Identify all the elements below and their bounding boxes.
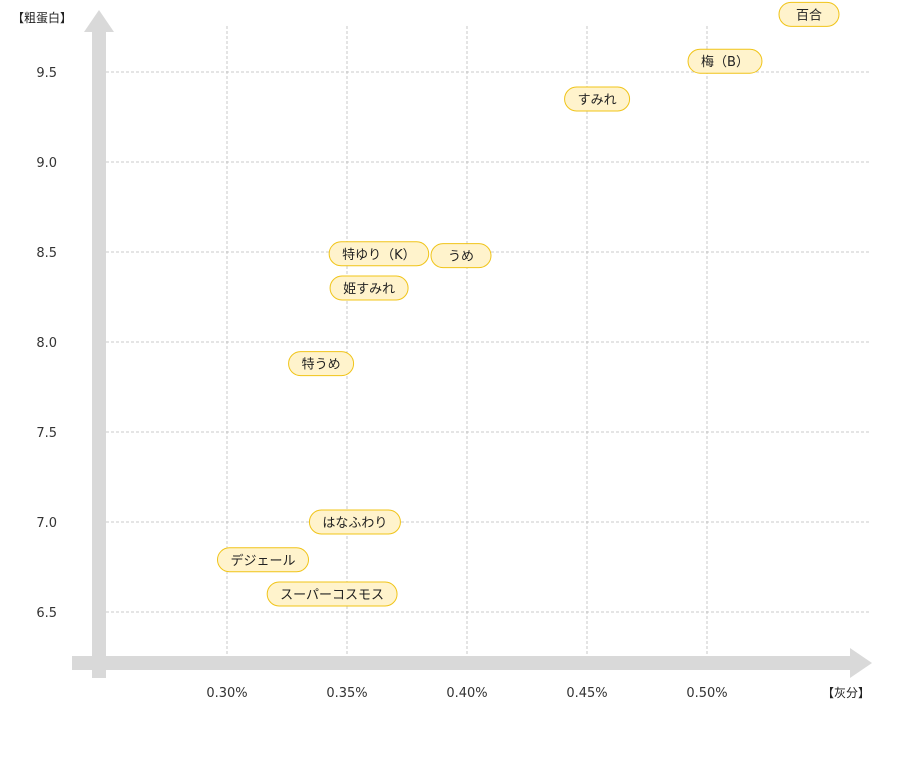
axes bbox=[72, 10, 872, 678]
data-point-pill bbox=[687, 48, 763, 74]
x-tick-label: 0.40% bbox=[446, 686, 487, 701]
y-tick-label: 6.5 bbox=[36, 606, 57, 621]
data-point: はなふわり bbox=[308, 509, 401, 535]
x-axis-title: 【灰分】 bbox=[822, 686, 870, 700]
y-tick-label: 8.0 bbox=[36, 336, 57, 351]
data-point: うめ bbox=[430, 243, 492, 269]
data-point-label: 百合 bbox=[796, 8, 822, 23]
data-point-pill bbox=[288, 351, 355, 377]
y-tick-label: 9.0 bbox=[36, 156, 57, 171]
data-point-label: はなふわり bbox=[322, 516, 387, 531]
data-point: すみれ bbox=[564, 86, 631, 112]
data-point: 百合 bbox=[778, 1, 840, 27]
y-tick-label: 7.0 bbox=[36, 516, 57, 531]
data-point-label: 特ゆり（K） bbox=[342, 248, 416, 263]
data-point-label: 梅（B） bbox=[701, 55, 749, 70]
data-point: 特うめ bbox=[288, 351, 355, 377]
y-axis-title: 【粗蛋白】 bbox=[12, 10, 72, 25]
data-point-label: 特うめ bbox=[302, 358, 341, 373]
data-point: スーパーコスモス bbox=[266, 581, 398, 607]
data-point-pill bbox=[329, 275, 409, 301]
x-tick-label: 0.35% bbox=[326, 686, 367, 701]
data-point-label: 姫すみれ bbox=[343, 282, 395, 297]
data-point-pill bbox=[430, 243, 492, 269]
data-point-pill bbox=[328, 241, 430, 267]
data-point-pill bbox=[266, 581, 398, 607]
x-axis-arrow bbox=[72, 648, 872, 678]
data-point-pill bbox=[564, 86, 631, 112]
data-point-label: すみれ bbox=[578, 93, 617, 108]
x-tick-label: 0.50% bbox=[686, 686, 727, 701]
data-point-pill bbox=[778, 1, 840, 27]
y-tick-label: 9.5 bbox=[36, 66, 57, 81]
data-point: 梅（B） bbox=[687, 48, 763, 74]
y-tick-label: 8.5 bbox=[36, 246, 57, 261]
x-tick-label: 0.45% bbox=[566, 686, 607, 701]
y-axis-arrow bbox=[84, 10, 114, 678]
y-tick-label: 7.5 bbox=[36, 426, 57, 441]
data-point-pill bbox=[308, 509, 401, 535]
data-point-label: スーパーコスモス bbox=[280, 588, 384, 603]
data-point: 姫すみれ bbox=[329, 275, 409, 301]
data-point-pill bbox=[216, 547, 310, 573]
x-tick-label: 0.30% bbox=[206, 686, 247, 701]
tick-labels: 6.5 7.0 7.5 8.0 8.5 9.0 9.5 0.30% 0.35% 0.40% 0.45… bbox=[36, 66, 727, 701]
data-point: 特ゆり（K） bbox=[328, 241, 430, 267]
data-point-label: デジェール bbox=[230, 553, 295, 569]
data-point: デジェール bbox=[216, 547, 310, 573]
data-point-label: うめ bbox=[448, 250, 474, 265]
